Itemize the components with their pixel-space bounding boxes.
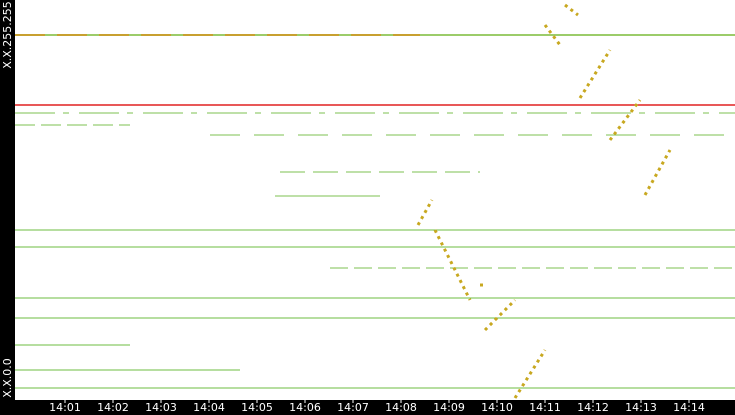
x-tick-label: 14:10 xyxy=(481,401,513,414)
x-tick-label: 14:14 xyxy=(673,401,705,414)
x-tick-label: 14:04 xyxy=(193,401,225,414)
x-tick-label: 14:05 xyxy=(241,401,273,414)
x-tick-label: 14:13 xyxy=(625,401,657,414)
x-tick-label: 14:11 xyxy=(529,401,561,414)
x-tick-label: 14:12 xyxy=(577,401,609,414)
y-axis-top-label: X.X.255.255 xyxy=(1,1,14,69)
scan-trail xyxy=(416,199,547,399)
scan-trails xyxy=(416,3,672,399)
y-axis-bottom-label: X.X.0.0 xyxy=(1,358,14,398)
x-tick-label: 14:06 xyxy=(289,401,321,414)
x-tick-label: 14:01 xyxy=(49,401,81,414)
y-axis-bar xyxy=(0,0,15,415)
x-tick-label: 14:09 xyxy=(433,401,465,414)
x-tick-label: 14:02 xyxy=(97,401,129,414)
x-axis-bar xyxy=(0,400,735,415)
x-axis-ticks: 14:01 14:02 14:03 14:04 14:05 14:06 14:07 14:08… xyxy=(49,400,705,414)
x-tick-label: 14:07 xyxy=(337,401,369,414)
x-tick-label: 14:08 xyxy=(385,401,417,414)
traffic-lines xyxy=(15,34,735,389)
x-tick-label: 14:03 xyxy=(145,401,177,414)
scan-trail xyxy=(543,3,672,196)
